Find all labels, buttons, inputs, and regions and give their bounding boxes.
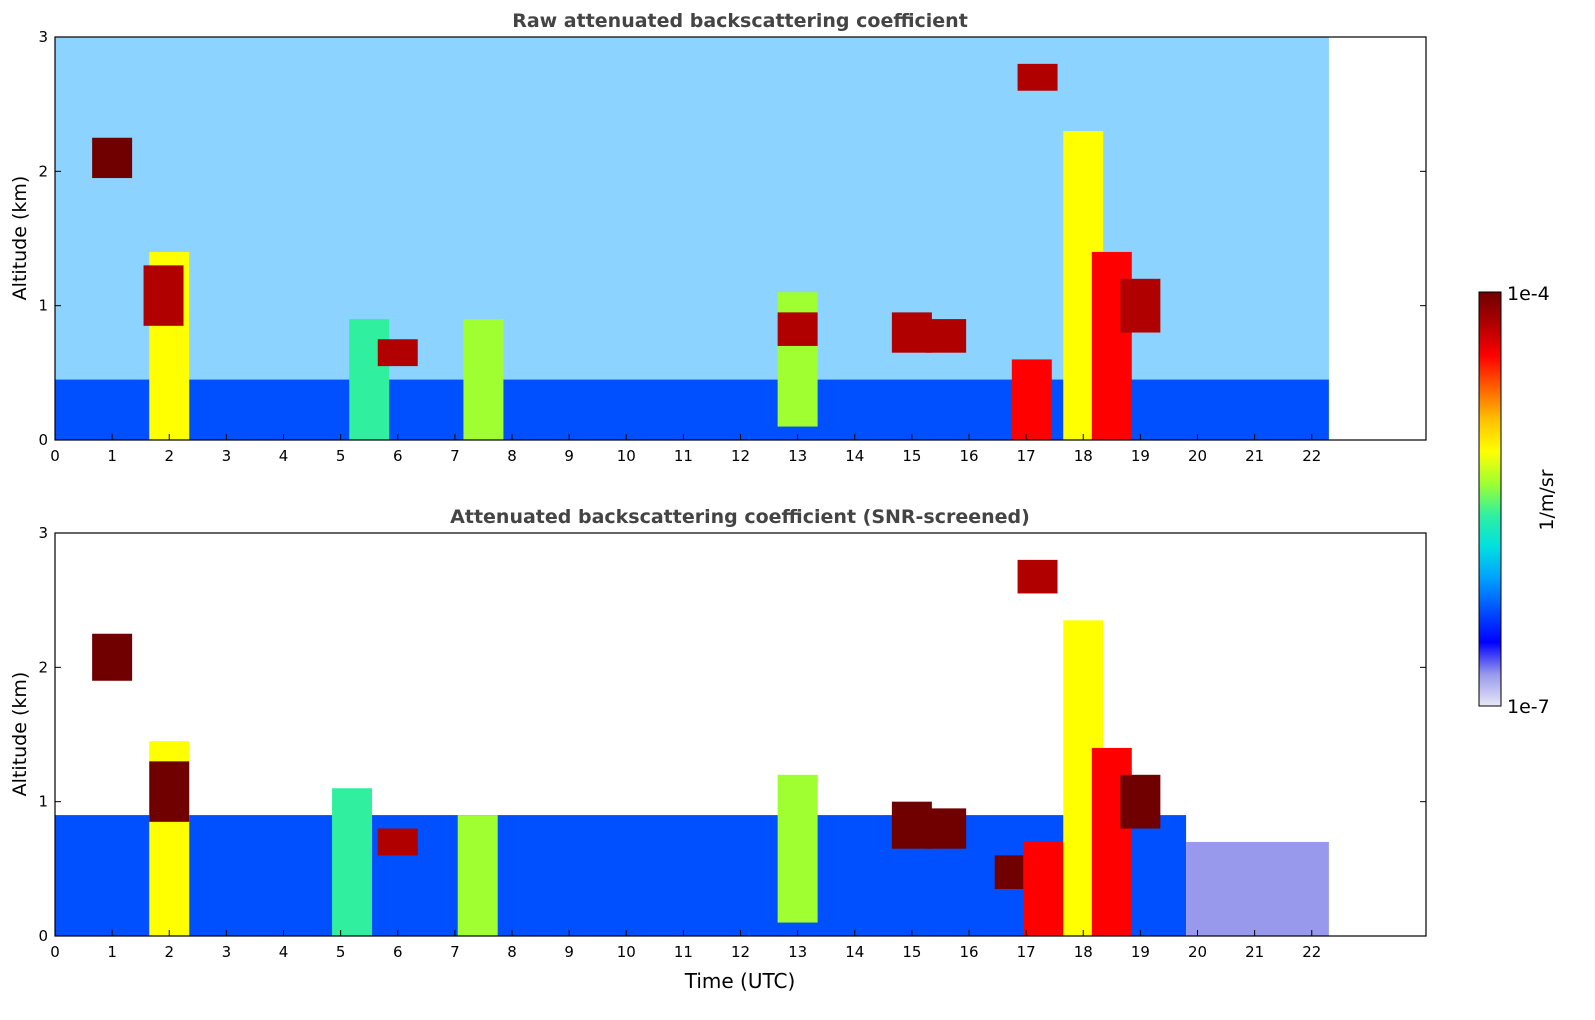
screened-backscatter-panel: Attenuated backscattering coefficient (S…	[9, 506, 1427, 993]
screened-x-tick-label: 5	[336, 943, 346, 961]
raw-feature-11	[1017, 63, 1058, 91]
screened-x-tick-label: 8	[507, 943, 517, 961]
raw-x-tick-label: 7	[450, 447, 460, 465]
screened-x-tick-label: 16	[959, 943, 978, 961]
screened-feature-14	[1120, 774, 1161, 829]
screened-x-tick-label: 22	[1302, 943, 1321, 961]
raw-x-tick-label: 11	[674, 447, 693, 465]
raw-x-tick-label: 13	[788, 447, 807, 465]
raw-x-tick-label: 22	[1302, 447, 1321, 465]
raw-boundary-layer-layer	[55, 379, 1329, 440]
raw-x-tick-label: 21	[1245, 447, 1264, 465]
raw-x-tick-label: 3	[222, 447, 232, 465]
screened-x-tick-label: 12	[731, 943, 750, 961]
screened-feature-7	[891, 801, 932, 849]
screened-residual-layer-layer	[1186, 841, 1329, 936]
screened-y-tick-label: 3	[38, 524, 48, 542]
raw-feature-3	[349, 319, 390, 440]
raw-y-tick-label: 0	[38, 431, 48, 449]
screened-x-tick-label: 18	[1074, 943, 1093, 961]
screened-x-tick-label: 19	[1131, 943, 1150, 961]
raw-x-tick-label: 6	[393, 447, 403, 465]
colorbar-max-label: 1e-4	[1507, 283, 1550, 305]
raw-x-tick-label: 18	[1074, 447, 1093, 465]
screened-x-tick-label: 14	[845, 943, 864, 961]
raw-feature-14	[1120, 278, 1161, 333]
screened-y-tick-label: 0	[38, 927, 48, 945]
raw-feature-8	[891, 312, 932, 353]
raw-x-tick-label: 4	[279, 447, 289, 465]
raw-panel-title: Raw attenuated backscattering coefficien…	[512, 10, 968, 32]
raw-feature-0	[92, 137, 133, 179]
screened-feature-3	[332, 788, 373, 936]
raw-x-tick-label: 12	[731, 447, 750, 465]
screened-y-tick-label: 2	[38, 658, 48, 676]
raw-feature-7	[777, 312, 818, 346]
screened-feature-11	[1023, 841, 1064, 936]
colorbar-min-label: 1e-7	[1507, 696, 1550, 718]
raw-x-tick-label: 9	[564, 447, 574, 465]
screened-feature-8	[926, 808, 967, 849]
colorbar: 1e-4 1e-7 1/m/sr	[1478, 283, 1558, 718]
raw-x-tick-label: 17	[1017, 447, 1036, 465]
raw-x-tick-label: 1	[107, 447, 117, 465]
screened-feature-2	[149, 761, 190, 822]
raw-x-tick-label: 16	[959, 447, 978, 465]
screened-panel-title: Attenuated backscattering coefficient (S…	[450, 506, 1030, 528]
screened-x-tick-label: 15	[902, 943, 921, 961]
screened-y-tick-label: 1	[38, 793, 48, 811]
screened-feature-4	[377, 828, 418, 856]
raw-x-tick-label: 2	[164, 447, 174, 465]
raw-feature-10	[1011, 359, 1052, 440]
x-axis-label: Time (UTC)	[684, 969, 796, 993]
screened-x-tick-label: 6	[393, 943, 403, 961]
screened-y-axis: 0 1 2 3	[38, 524, 1426, 945]
raw-x-tick-label: 14	[845, 447, 864, 465]
screened-y-axis-label: Altitude (km)	[9, 672, 31, 797]
raw-x-tick-label: 0	[50, 447, 60, 465]
colorbar-unit-label: 1/m/sr	[1536, 469, 1558, 530]
screened-x-tick-label: 13	[788, 943, 807, 961]
screened-x-tick-label: 0	[50, 943, 60, 961]
screened-feature-10	[1017, 559, 1058, 594]
screened-x-tick-label: 1	[107, 943, 117, 961]
raw-y-tick-label: 2	[38, 162, 48, 180]
raw-x-axis: 0 1 2 3 4 5 6 7 8 9 10 11 12 13 14 15 16 17 18 19 20 21 22	[50, 434, 1321, 465]
raw-x-tick-label: 20	[1188, 447, 1207, 465]
raw-y-axis-label: Altitude (km)	[9, 176, 31, 301]
screened-x-tick-label: 21	[1245, 943, 1264, 961]
screened-x-tick-label: 3	[222, 943, 232, 961]
raw-feature-5	[463, 319, 504, 440]
raw-x-tick-label: 10	[617, 447, 636, 465]
screened-feature-5	[457, 815, 498, 936]
screened-x-tick-label: 7	[450, 943, 460, 961]
screened-x-tick-label: 17	[1017, 943, 1036, 961]
screened-x-tick-label: 10	[617, 943, 636, 961]
raw-feature-4	[377, 339, 418, 367]
screened-x-tick-label: 9	[564, 943, 574, 961]
raw-feature-9	[926, 319, 967, 353]
raw-x-tick-label: 5	[336, 447, 346, 465]
raw-y-tick-label: 3	[38, 28, 48, 46]
screened-x-tick-label: 20	[1188, 943, 1207, 961]
screened-x-tick-label: 2	[164, 943, 174, 961]
screened-heatmap	[55, 559, 1329, 936]
screened-feature-0	[92, 633, 133, 681]
colorbar-gradient	[1478, 291, 1502, 707]
raw-x-tick-label: 19	[1131, 447, 1150, 465]
raw-heatmap	[55, 37, 1329, 440]
screened-feature-6	[777, 774, 818, 923]
screened-x-tick-label: 11	[674, 943, 693, 961]
raw-y-tick-label: 1	[38, 297, 48, 315]
raw-x-tick-label: 8	[507, 447, 517, 465]
screened-x-axis: 0 1 2 3 4 5 6 7 8 9 10 11 12 13 14 15 16 17 18 19 20 21 22	[50, 930, 1321, 961]
raw-backscatter-panel: Raw attenuated backscattering coefficien…	[9, 10, 1427, 465]
raw-feature-2	[143, 265, 184, 326]
raw-x-tick-label: 15	[902, 447, 921, 465]
raw-y-axis: 0 1 2 3	[38, 28, 1426, 449]
screened-x-tick-label: 4	[279, 943, 289, 961]
